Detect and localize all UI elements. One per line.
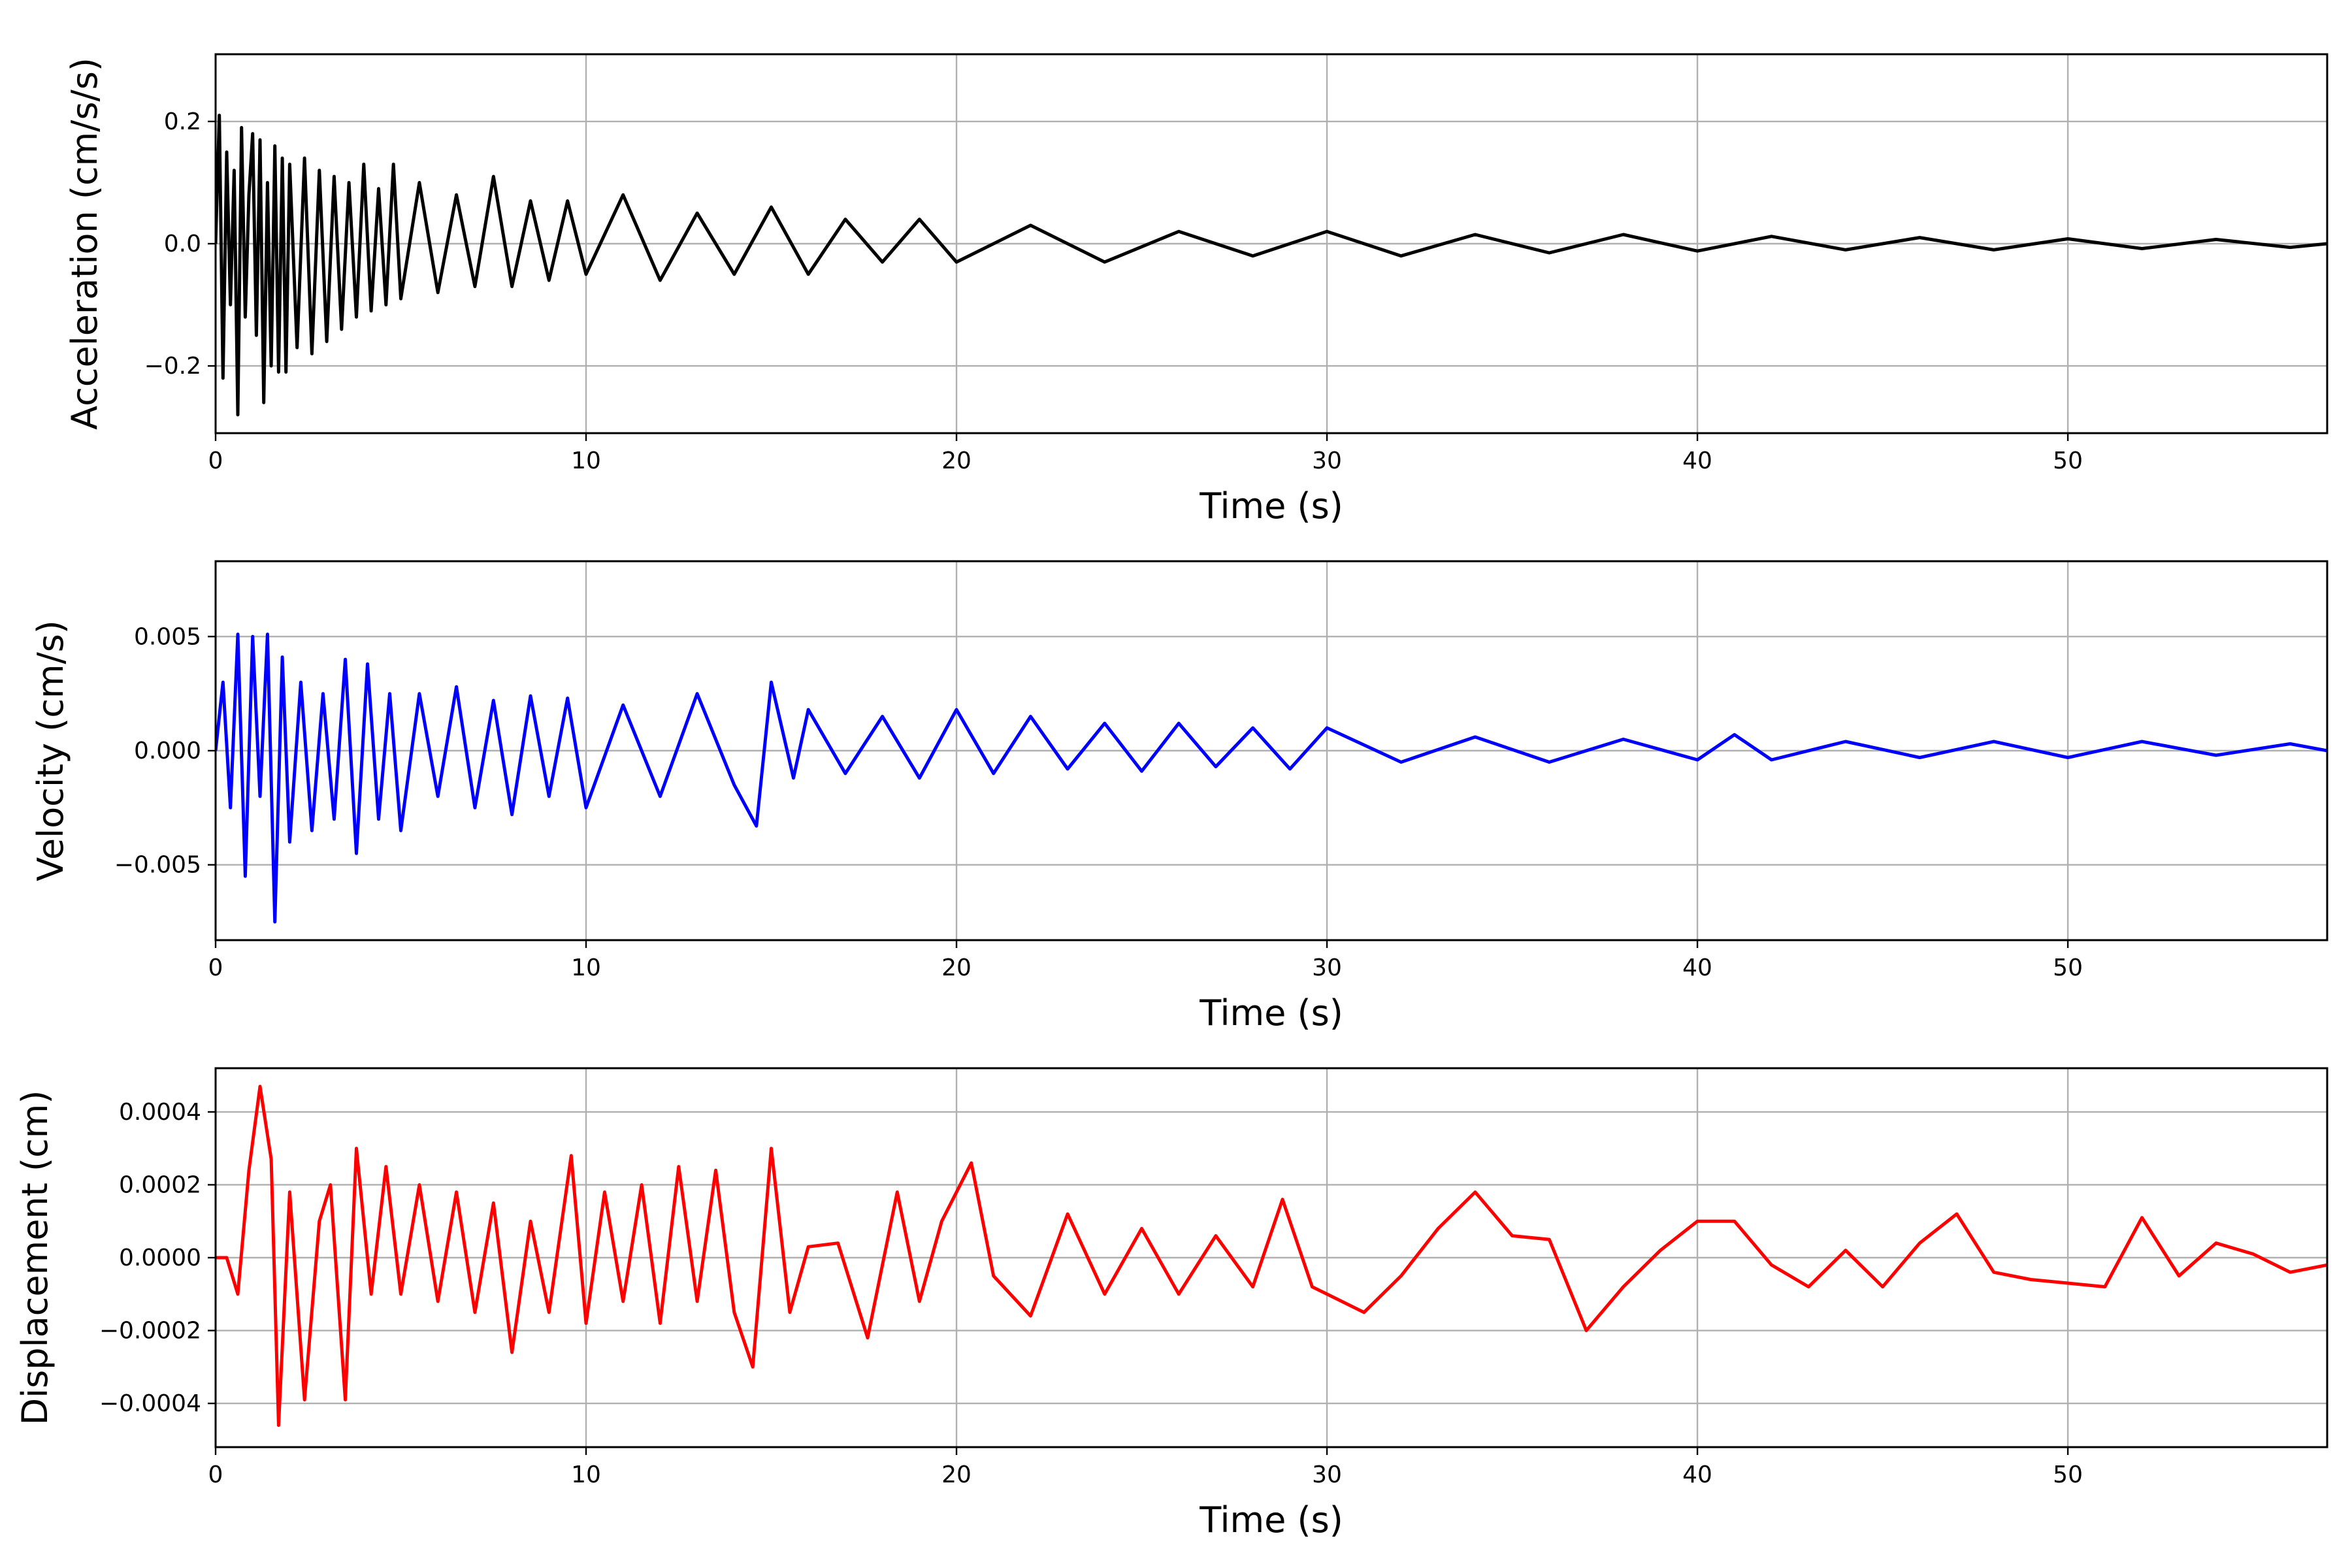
- displacement-panel: 0 10 20 30 40 50 0.0004 0.0002 0.0000 −0.0002 −0.0…: [14, 1067, 2328, 1541]
- acceleration-x-tick-label: 50: [2053, 448, 2083, 474]
- displacement-series-line: [216, 1085, 2327, 1427]
- displacement-x-tick-label: 40: [1682, 1462, 1712, 1488]
- velocity-panel: 0 10 20 30 40 50 0.005 0.000 −0.005 Time (s) Veloc…: [30, 560, 2328, 1034]
- displacement-x-tick-label: 30: [1312, 1462, 1342, 1488]
- acceleration-x-tick-label: 0: [208, 448, 223, 474]
- displacement-x-axis-title: Time (s): [1199, 1499, 1343, 1541]
- acceleration-y-axis-title: Acceleration (cm/s/s): [64, 57, 105, 430]
- velocity-x-tick-label: 20: [941, 955, 972, 981]
- acceleration-series-line: [216, 114, 2327, 417]
- acceleration-x-tick-label: 20: [941, 448, 972, 474]
- displacement-y-tick-label: −0.0004: [99, 1390, 201, 1417]
- acceleration-x-axis-title: Time (s): [1199, 485, 1343, 527]
- velocity-y-axis-title: Velocity (cm/s): [30, 620, 71, 881]
- velocity-x-tick-label: 50: [2053, 955, 2083, 981]
- velocity-x-tick-label: 10: [571, 955, 601, 981]
- velocity-y-tick-label: −0.005: [114, 852, 201, 879]
- displacement-x-tick-label: 0: [208, 1462, 223, 1488]
- acceleration-panel: 0 10 20 30 40 50 0.2 0.0 −0.2 Time (s) Acceleratio…: [64, 53, 2328, 527]
- velocity-x-tick-label: 0: [208, 955, 223, 981]
- displacement-y-tick-label: 0.0002: [119, 1171, 201, 1198]
- velocity-y-tick-label: 0.000: [134, 738, 201, 764]
- velocity-x-axis-title: Time (s): [1199, 992, 1343, 1034]
- acceleration-x-tick-label: 40: [1682, 448, 1712, 474]
- displacement-y-axis-title: Displacement (cm): [14, 1090, 56, 1426]
- velocity-x-tick-label: 30: [1312, 955, 1342, 981]
- velocity-y-tick-label: 0.005: [134, 623, 201, 650]
- acceleration-x-tick-label: 10: [571, 448, 601, 474]
- acceleration-y-tick-label: 0.2: [164, 108, 201, 135]
- displacement-x-tick-label: 20: [941, 1462, 972, 1488]
- displacement-y-tick-label: −0.0002: [99, 1318, 201, 1345]
- displacement-y-tick-label: 0.0004: [119, 1099, 201, 1126]
- velocity-x-tick-label: 40: [1682, 955, 1712, 981]
- acceleration-y-tick-label: −0.2: [144, 353, 201, 380]
- displacement-x-tick-label: 10: [571, 1462, 601, 1488]
- acceleration-x-tick-label: 30: [1312, 448, 1342, 474]
- displacement-x-tick-label: 50: [2053, 1462, 2083, 1488]
- velocity-series-line: [216, 632, 2327, 924]
- acceleration-y-tick-label: 0.0: [164, 231, 201, 257]
- displacement-y-tick-label: 0.0000: [119, 1245, 201, 1271]
